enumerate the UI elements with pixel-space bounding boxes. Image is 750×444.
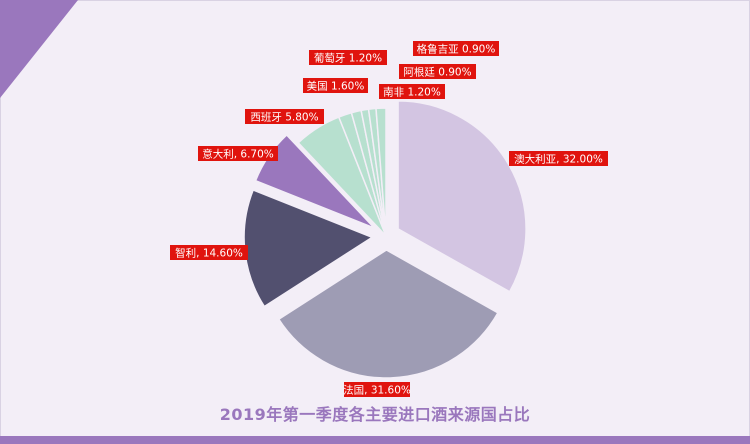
pie-slice: [375, 107, 387, 237]
data-labels: 澳大利亚, 32.00% 法国, 31.60% 智利, 14.60% 意大利, 6.7…: [170, 41, 608, 397]
data-label: 法国, 31.60%: [343, 382, 411, 397]
pie-slices: [243, 100, 527, 379]
pie-slice: [397, 100, 527, 293]
svg-text:法国, 31.60%: 法国, 31.60%: [343, 384, 411, 397]
svg-text:格鲁吉亚 0.90%: 格鲁吉亚 0.90%: [417, 43, 496, 56]
data-label: 格鲁吉亚 0.90%: [413, 41, 499, 56]
corner-decoration: [0, 0, 78, 98]
svg-text:智利, 14.60%: 智利, 14.60%: [175, 247, 243, 260]
data-label: 意大利, 6.70%: [198, 146, 278, 161]
data-label: 南非 1.20%: [379, 84, 445, 99]
data-label: 葡萄牙 1.20%: [309, 50, 387, 65]
chart-title: 2019年第一季度各主要进口酒来源国占比: [219, 405, 531, 424]
data-label: 智利, 14.60%: [170, 245, 248, 260]
svg-text:意大利, 6.70%: 意大利, 6.70%: [202, 148, 274, 161]
svg-text:美国 1.60%: 美国 1.60%: [307, 80, 365, 93]
data-label: 西班牙 5.80%: [245, 109, 324, 124]
svg-text:阿根廷 0.90%: 阿根廷 0.90%: [403, 66, 471, 79]
svg-text:西班牙 5.80%: 西班牙 5.80%: [250, 112, 318, 124]
pie-slice: [277, 249, 499, 379]
svg-text:葡萄牙 1.20%: 葡萄牙 1.20%: [314, 52, 382, 65]
bottom-bar: [0, 436, 750, 444]
data-label: 阿根廷 0.90%: [399, 64, 476, 79]
data-label: 美国 1.60%: [303, 78, 368, 93]
svg-text:澳大利亚, 32.00%: 澳大利亚, 32.00%: [514, 153, 603, 166]
svg-text:南非 1.20%: 南非 1.20%: [383, 86, 441, 99]
data-label: 澳大利亚, 32.00%: [509, 151, 608, 166]
